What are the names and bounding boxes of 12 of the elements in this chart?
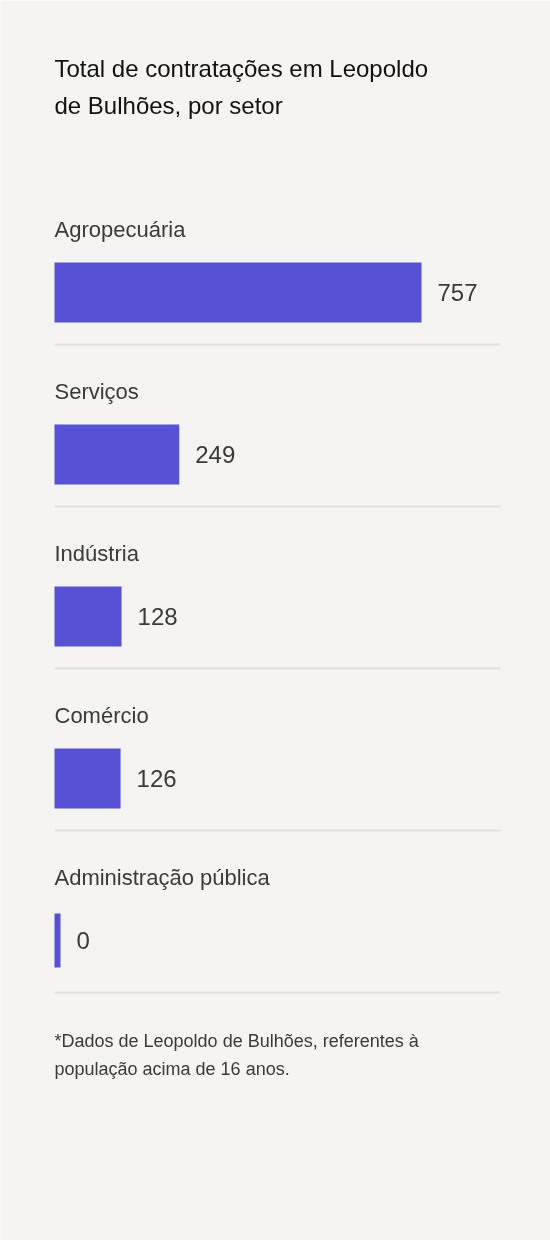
chart-title: Total de contratações em Leopoldo de Bulhões, por setor xyxy=(54,54,429,119)
text: *Dados de Leopoldo de Bulhões, referentes à população acima de 16 anos. xyxy=(54,1030,420,1079)
data-label: 128 xyxy=(137,603,178,630)
y-tick-label: Comércio xyxy=(54,703,149,728)
data-label: 0 xyxy=(76,927,90,954)
y-tick-label: Agropecuária xyxy=(54,217,187,242)
data-label: 126 xyxy=(136,765,177,792)
y-tick-label: Indústria xyxy=(54,541,140,566)
data-label: 757 xyxy=(437,279,478,306)
y-tick-label: Administração pública xyxy=(54,865,271,890)
data-label: 249 xyxy=(195,441,236,468)
y-tick-label: Serviços xyxy=(54,379,139,404)
